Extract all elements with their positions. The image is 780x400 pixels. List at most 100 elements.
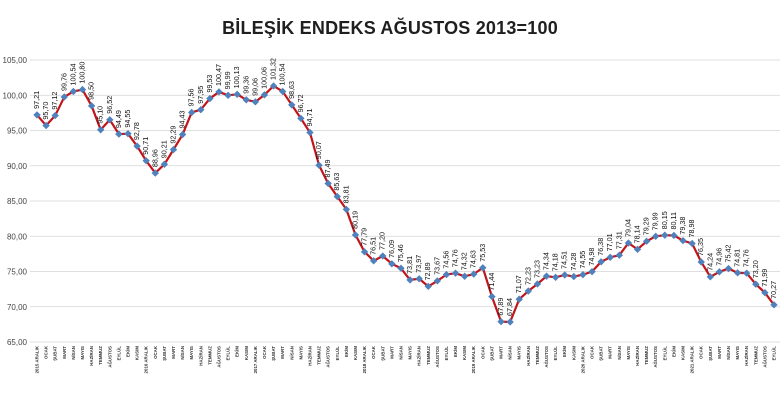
data-point [360,248,369,256]
data-label: 74,32 [460,252,469,270]
data-label: 75,53 [478,244,487,262]
x-tick-label: MAYIS [735,346,740,360]
data-point [379,252,387,260]
x-tick-label: MAYIS [80,346,85,360]
data-point [579,270,587,279]
data-point [497,317,505,326]
data-label: 75,46 [396,244,405,262]
data-point [551,273,560,281]
data-label: 74,76 [451,249,460,267]
data-label: 99,76 [59,73,68,91]
data-point [715,268,724,276]
data-point [515,295,523,303]
data-point [724,264,733,273]
data-label: 98,63 [287,81,296,99]
data-point [188,108,196,117]
data-point [224,91,232,100]
data-point [388,260,396,268]
x-tick-label: OCAK [153,345,158,359]
data-point [97,126,105,134]
x-tick-label: TEMMUZ [644,346,649,365]
data-label: 74,24 [705,253,714,271]
data-label: 74,96 [714,248,723,266]
data-point [652,232,660,240]
data-label: 78,98 [687,219,696,237]
data-label: 79,38 [678,217,687,235]
data-label: 79,29 [642,217,651,235]
data-label: 77,31 [614,231,623,249]
x-tick-label: ŞUBAT [380,346,385,361]
x-tick-label: NİSAN [289,346,294,360]
x-tick-label: MART [499,346,504,359]
data-label: 77,01 [605,233,614,251]
x-tick-label: ŞUBAT [708,346,713,361]
data-point [324,179,332,188]
data-point [624,239,633,247]
x-tick-label: HAZİRAN [417,346,422,366]
x-tick-label: EYLÜL [553,346,558,361]
x-tick-label: OCAK [44,345,49,359]
x-tick-label: TEMMUZ [535,346,540,365]
x-tick-label: HAZİRAN [307,346,312,366]
x-tick-label: MAYIS [626,346,631,360]
y-tick-label: 105,00 [3,56,28,65]
x-tick-label: TEMMUZ [207,346,212,365]
data-label: 72,23 [523,267,532,285]
data-point [406,276,414,284]
data-label: 100,13 [232,66,241,88]
x-tick-label: ŞUBAT [271,346,276,361]
x-tick-label: MART [389,346,394,359]
data-label: 74,34 [542,252,551,270]
data-label: 77,79 [360,228,369,246]
data-point [351,231,360,239]
data-label: 92,78 [132,122,141,140]
data-point [251,98,260,106]
x-tick-label: EYLÜL [226,346,231,361]
data-label: 77,20 [378,232,387,250]
data-point [206,94,214,103]
data-label: 74,76 [742,249,751,267]
data-label: 80,11 [669,212,678,229]
data-point [133,142,141,150]
data-label: 97,21 [32,91,41,109]
x-tick-label: ŞUBAT [162,346,167,361]
data-label: 95,70 [41,102,50,120]
x-tick-label: MART [171,346,176,359]
data-point [369,257,378,265]
x-tick-label: EYLÜL [772,346,777,361]
data-label: 74,18 [551,253,560,271]
x-tick-label: ŞUBAT [599,346,604,361]
data-label: 71,07 [514,275,523,293]
data-point [761,289,769,297]
data-point [743,269,751,277]
x-tick-label: NİSAN [508,346,513,360]
chart-title: BİLEŞİK ENDEKS AĞUSTOS 2013=100 [222,18,558,38]
x-tick-label: EYLÜL [116,346,121,361]
data-label: 90,07 [314,141,323,159]
x-tick-label: EKİM [235,346,240,357]
x-tick-label: HAZİRAN [744,346,749,366]
data-label: 100,54 [278,63,287,85]
data-point [542,272,551,280]
x-tick-label: AĞUSTOS [326,346,331,368]
data-label: 76,35 [696,238,705,256]
data-label: 90,21 [159,140,168,158]
data-label: 78,14 [633,225,642,243]
data-label: 74,98 [587,248,596,266]
data-point [470,270,478,278]
x-tick-label: 2021 ARALIK [690,345,695,373]
x-tick-label: 2017 ARALIK [253,345,258,373]
data-point [124,129,132,138]
data-point [342,205,351,214]
data-point [597,258,605,266]
data-point [588,267,596,276]
x-tick-label: MART [62,346,67,359]
data-point [706,273,714,281]
data-label: 80,19 [350,211,359,229]
x-tick-label: NİSAN [398,346,403,360]
data-label: 94,55 [123,110,132,128]
data-label: 79,04 [623,219,632,237]
data-label: 74,81 [733,249,742,267]
data-label: 95,10 [96,106,105,124]
data-point [679,236,687,245]
